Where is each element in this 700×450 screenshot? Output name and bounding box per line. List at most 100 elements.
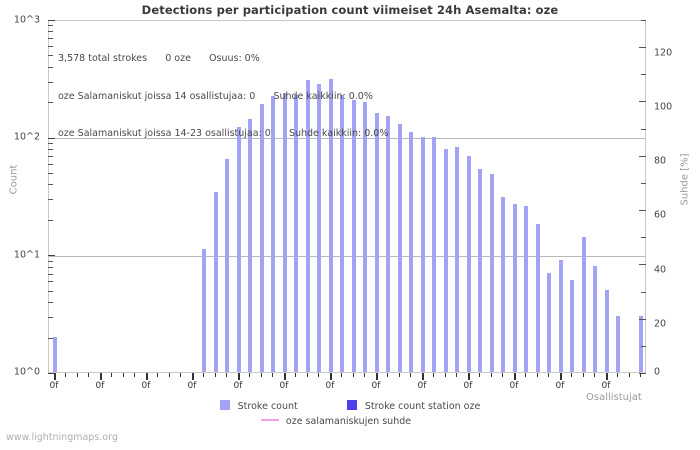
bar <box>397 123 402 372</box>
legend-item-stroke-count-station[interactable]: Stroke count station oze <box>346 399 480 412</box>
bar <box>52 336 57 372</box>
y-axis-left-minor-tick <box>48 199 53 201</box>
x-axis-major-tick <box>422 373 424 380</box>
bar <box>363 102 368 372</box>
y-axis-right-tick-label: 100 <box>654 101 673 113</box>
bar <box>443 148 448 372</box>
y-axis-left-minor-tick <box>48 66 53 68</box>
x-axis-minor-tick <box>548 373 549 377</box>
x-axis-minor-tick <box>387 373 388 377</box>
x-axis-major-tick <box>514 373 516 380</box>
x-axis-major-tick <box>192 373 194 380</box>
x-axis-minor-tick <box>617 373 618 377</box>
y-axis-left-major-tick <box>48 373 55 374</box>
y-axis-left-minor-tick <box>48 149 53 151</box>
y-axis-left-tick-label: 10^0 <box>13 366 40 378</box>
x-axis-tick-label: 0f <box>233 381 243 391</box>
x-axis-minor-tick <box>295 373 296 377</box>
bar <box>225 158 230 372</box>
y-axis-left-minor-tick <box>48 302 53 304</box>
x-axis-minor-tick <box>364 373 365 377</box>
y-axis-right-major-tick <box>639 210 646 212</box>
x-axis-tick-label: 0f <box>187 381 197 391</box>
bar <box>558 259 563 372</box>
x-axis-minor-tick <box>353 373 354 377</box>
bar <box>535 224 540 372</box>
bar <box>409 131 414 372</box>
y-axis-left-minor-tick <box>48 25 53 27</box>
x-axis-tick-label: 0f <box>463 381 473 391</box>
x-axis-minor-tick <box>307 373 308 377</box>
y-axis-left-minor-tick <box>48 184 53 186</box>
y-axis-right-minor-tick <box>641 74 646 76</box>
x-axis-label: Osallistujat <box>586 392 642 403</box>
legend-item-stroke-count[interactable]: Stroke count <box>219 399 298 412</box>
x-axis-minor-tick <box>261 373 262 377</box>
x-axis-minor-tick <box>272 373 273 377</box>
bar <box>455 147 460 372</box>
x-axis-minor-tick <box>594 373 595 377</box>
x-axis-minor-tick <box>456 373 457 377</box>
y-axis-right-ticks: 120 100 80 60 40 20 0 <box>654 20 694 378</box>
y-axis-right-major-tick <box>639 264 646 266</box>
annotation-line: oze Salamaniskut joissa 14 osallistujaa:… <box>58 90 373 102</box>
x-axis-minor-tick <box>537 373 538 377</box>
x-axis-minor-tick <box>180 373 181 377</box>
bar <box>639 315 644 372</box>
x-axis-tick-label: 0f <box>371 381 381 391</box>
x-axis-minor-tick <box>479 373 480 377</box>
bar <box>420 136 425 372</box>
bar <box>294 94 299 372</box>
bar <box>202 249 207 372</box>
annotation-block: 3,578 total strokes 0 oze Osuus: 0% oze … <box>58 28 388 166</box>
bar <box>213 191 218 372</box>
bar <box>489 174 494 372</box>
chart-legend: Stroke count Stroke count station oze oz… <box>0 395 700 429</box>
x-axis-major-tick <box>376 373 378 380</box>
bar <box>328 78 333 372</box>
y-axis-right-major-tick <box>639 155 646 157</box>
legend-label: oze salamaniskujen suhde <box>285 416 412 427</box>
x-axis-major-tick <box>146 373 148 380</box>
y-axis-left-major-tick <box>48 20 55 21</box>
x-axis-major-tick <box>468 373 470 380</box>
x-axis-tick-label: 0f <box>509 381 519 391</box>
legend-swatch-icon <box>219 399 230 410</box>
y-axis-left-minor-tick <box>48 173 53 175</box>
y-axis-left-tick-label: 10^2 <box>13 131 40 143</box>
y-axis-left-minor-tick <box>48 266 53 268</box>
y-axis-right-tick-label: 20 <box>654 318 667 330</box>
x-axis-minor-tick <box>318 373 319 377</box>
bar <box>524 205 529 372</box>
x-axis-minor-tick <box>134 373 135 377</box>
watermark: www.lightningmaps.org <box>6 432 118 443</box>
x-axis-minor-tick <box>203 373 204 377</box>
legend-row-secondary: oze salamaniskujen suhde <box>0 411 700 430</box>
x-axis-minor-tick <box>583 373 584 377</box>
bar <box>386 115 391 372</box>
gridline <box>49 256 645 257</box>
bar <box>604 289 609 372</box>
bar <box>501 196 506 372</box>
legend-item-ratio[interactable]: oze salamaniskujen suhde <box>260 416 412 427</box>
bar <box>259 104 264 372</box>
gridline <box>49 138 645 139</box>
x-axis-minor-tick <box>88 373 89 377</box>
x-axis-major-tick <box>560 373 562 380</box>
x-axis-tick-label: 0f <box>417 381 427 391</box>
x-axis-minor-tick <box>491 373 492 377</box>
y-axis-left-minor-tick <box>48 290 53 292</box>
y-axis-left-ticks: 10^3 10^2 10^1 10^0 <box>0 15 44 378</box>
x-axis-minor-tick <box>111 373 112 377</box>
y-axis-left-major-tick <box>48 255 55 257</box>
x-axis-minor-tick <box>123 373 124 377</box>
bar <box>593 265 598 372</box>
plot-area <box>48 20 646 373</box>
legend-line-icon <box>260 419 279 421</box>
x-axis-minor-tick <box>410 373 411 377</box>
y-axis-right-tick-label: 0 <box>654 366 661 378</box>
y-axis-left-major-tick <box>48 137 55 139</box>
y-axis-left-minor-tick <box>48 155 53 157</box>
y-axis-left-minor-tick <box>48 219 53 221</box>
y-axis-right-tick-label: 40 <box>654 264 667 276</box>
